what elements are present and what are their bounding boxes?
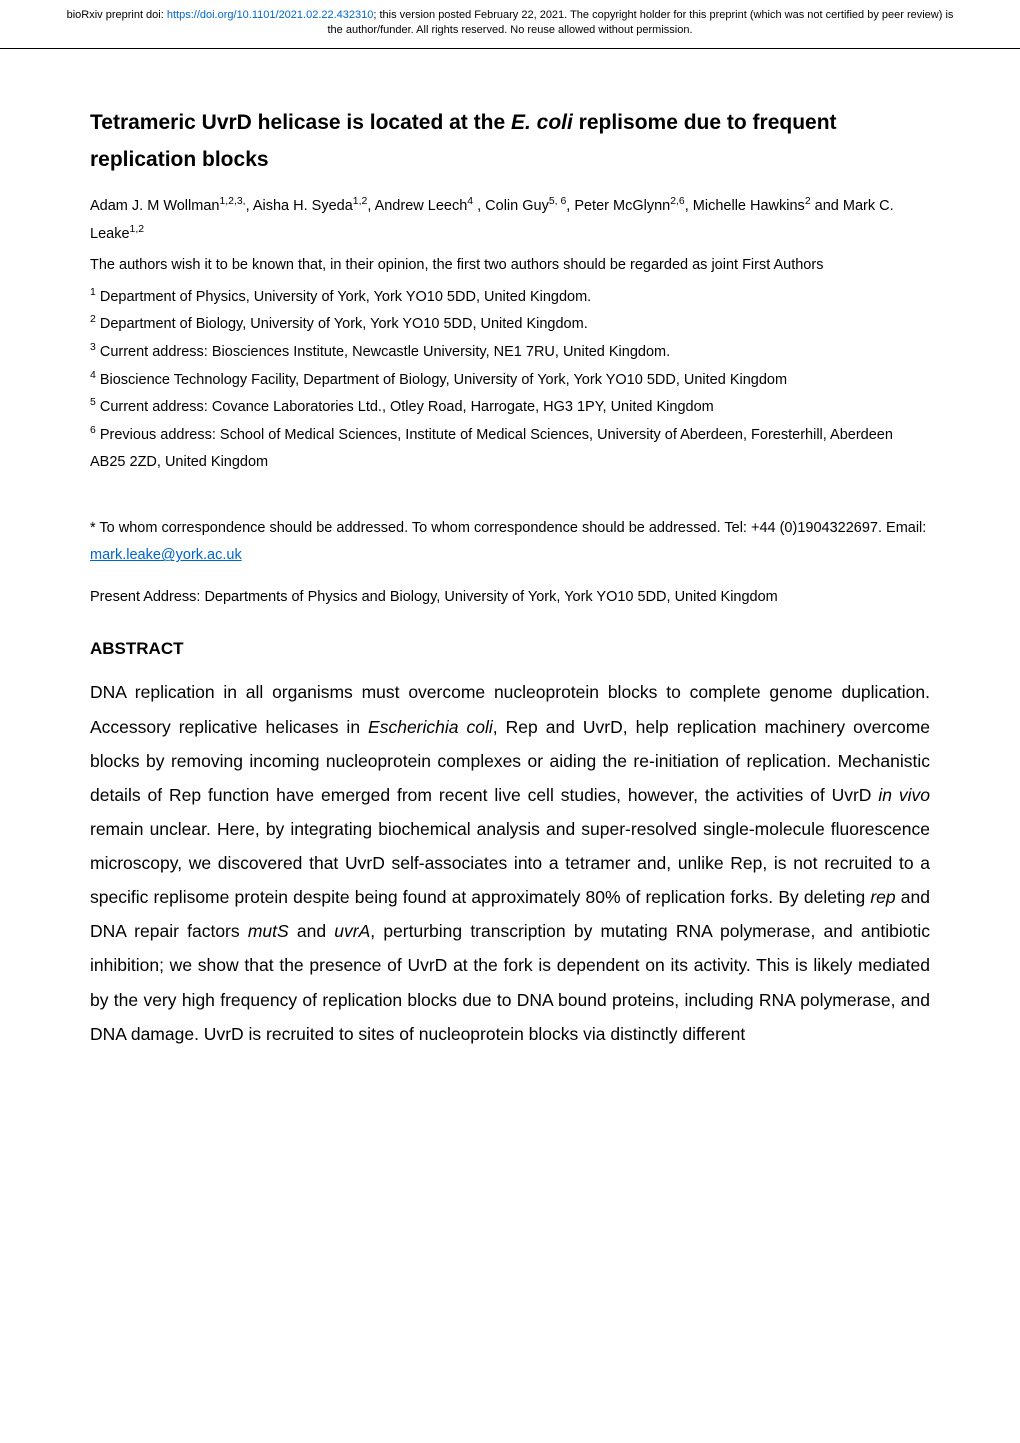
author-list: Adam J. M Wollman1,2,3,, Aisha H. Syeda1… xyxy=(90,193,930,248)
correspondence-email-link[interactable]: mark.leake@york.ac.uk xyxy=(90,547,242,563)
page-content: Tetrameric UvrD helicase is located at t… xyxy=(0,49,1020,1091)
doi-link[interactable]: https://doi.org/10.1101/2021.02.22.43231… xyxy=(167,9,374,21)
title-italic: E. coli xyxy=(511,111,573,134)
first-authors-declaration: The authors wish it to be known that, in… xyxy=(90,252,930,280)
affiliation: 2 Department of Biology, University of Y… xyxy=(90,311,930,339)
present-address: Present Address: Departments of Physics … xyxy=(90,584,930,612)
preprint-prefix: bioRxiv preprint doi: xyxy=(67,9,167,21)
affiliation: 6 Previous address: School of Medical Sc… xyxy=(90,422,930,477)
affiliation: 5 Current address: Covance Laboratories … xyxy=(90,394,930,422)
preprint-banner: bioRxiv preprint doi: https://doi.org/10… xyxy=(0,0,1020,49)
abstract-heading: ABSTRACT xyxy=(90,639,930,659)
affiliations-block: 1 Department of Physics, University of Y… xyxy=(90,284,930,477)
title-part1: Tetrameric UvrD helicase is located at t… xyxy=(90,111,511,134)
correspondence-text: * To whom correspondence should be addre… xyxy=(90,520,926,536)
affiliation: 1 Department of Physics, University of Y… xyxy=(90,284,930,312)
correspondence: * To whom correspondence should be addre… xyxy=(90,515,930,570)
preprint-suffix: ; this version posted February 22, 2021.… xyxy=(327,9,953,36)
affiliation: 4 Bioscience Technology Facility, Depart… xyxy=(90,367,930,395)
paper-title: Tetrameric UvrD helicase is located at t… xyxy=(90,104,930,180)
abstract-body: DNA replication in all organisms must ov… xyxy=(90,675,930,1050)
affiliation: 3 Current address: Biosciences Institute… xyxy=(90,339,930,367)
